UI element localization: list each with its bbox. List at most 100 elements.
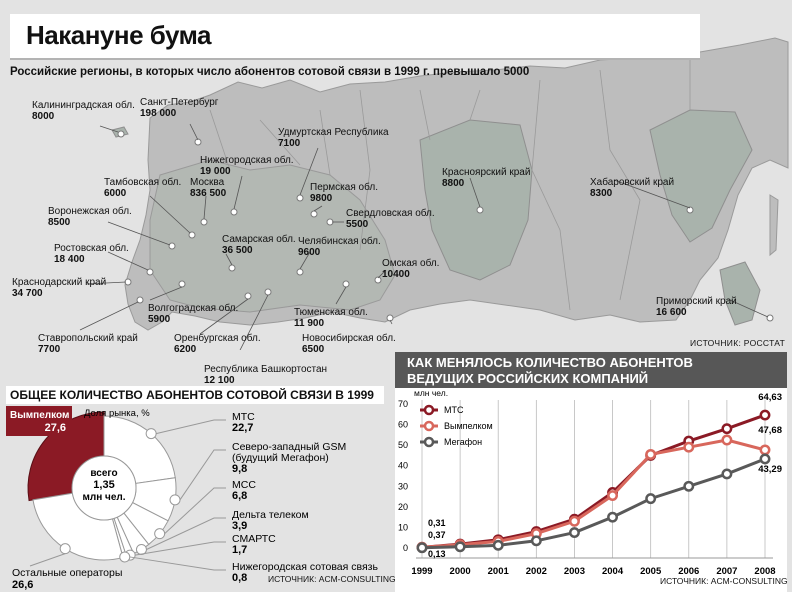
pie-slice-name: Вымпелком	[10, 410, 69, 421]
map-region-west	[149, 159, 396, 313]
series-point	[607, 511, 619, 523]
x-tick-label: 2005	[640, 566, 662, 577]
pie-slice-name: Дельта телеком	[232, 509, 309, 521]
series-point	[759, 444, 771, 456]
map-region-krasnoyarsk	[419, 119, 533, 281]
y-tick-label: 20	[398, 502, 408, 512]
region-label: Калининградская обл. 8000	[32, 100, 135, 122]
series-point	[721, 468, 733, 480]
marker-moscow	[200, 218, 208, 226]
region-label: Санкт-Петербург 198 000	[140, 97, 219, 119]
pie-slice-value: 9,8	[232, 463, 247, 475]
y-tick-label: 70	[398, 399, 408, 409]
series-point	[683, 480, 695, 492]
marker-spb	[194, 138, 202, 146]
region-label: Челябинская обл. 9600	[298, 236, 381, 258]
pie-leader-line	[29, 553, 66, 567]
pie-share-label: Доля рынка, %	[84, 408, 150, 419]
marker-rostov	[146, 268, 154, 276]
region-label: Красноярский край 8800	[442, 167, 531, 189]
series-point	[759, 453, 771, 465]
pie-center	[71, 455, 137, 521]
legend-marker	[423, 420, 435, 432]
region-label: Воронежская обл. 8500	[48, 206, 132, 228]
line-title-line: КАК МЕНЯЛОСЬ КОЛИЧЕСТВО АБОНЕНТОВ	[407, 355, 693, 370]
pie-slice-value: 3,9	[232, 520, 247, 532]
marker-krasnoyarsk	[476, 206, 484, 214]
pie-label-dot	[169, 494, 181, 506]
region-label: Хабаровский край 8300	[590, 177, 675, 199]
series-point	[607, 490, 619, 501]
series-line	[421, 457, 766, 550]
pie-slice-name: Северо-западный GSM	[232, 441, 346, 453]
region-label: Москва 836 500	[190, 177, 227, 199]
x-tick-label: 2006	[678, 566, 699, 577]
pie-leader-line	[146, 517, 226, 550]
legend-marker	[423, 436, 435, 448]
vimpelcom-callout	[6, 406, 72, 436]
pie-title: ОБЩЕЕ КОЛИЧЕСТВО АБОНЕНТОВ СОТОВОЙ СВЯЗИ…	[6, 386, 384, 420]
pie-label-dot	[59, 543, 71, 555]
pie-center-label: 1,35	[93, 479, 114, 491]
series-point	[645, 493, 657, 505]
pie-center-label: всего	[90, 468, 117, 479]
pie-leader-line	[135, 541, 226, 556]
pie-slice-value: 1,7	[232, 544, 247, 556]
y-unit-label: млн чел.	[414, 388, 448, 398]
marker-tambov	[188, 231, 196, 239]
region-label: Оренбургская обл. 6200	[174, 333, 261, 355]
data-label: 0,37	[428, 530, 446, 540]
x-tick-label: 2001	[488, 566, 510, 577]
marker-voronezh	[168, 242, 176, 250]
pie-label-dot	[154, 528, 166, 540]
title-box: Накануне бума	[10, 14, 700, 60]
pie-source: ИСТОЧНИК: ACM-CONSULTING	[268, 574, 396, 584]
pie-label-dot	[119, 551, 131, 563]
pie-slice-value: 27,6	[45, 422, 66, 434]
map-borders	[209, 60, 691, 311]
series-line	[421, 438, 766, 549]
line-title-line: ВЕДУЩИХ РОССИЙСКИХ КОМПАНИЙ	[407, 371, 649, 386]
pie-leader-line	[156, 419, 226, 435]
data-label: 43,29	[758, 464, 782, 475]
region-label: Пермская обл. 9800	[310, 182, 378, 204]
pie-label-dot	[145, 428, 157, 440]
region-label: Свердловская обл. 5500	[346, 208, 435, 230]
region-label: Омская обл. 10400	[382, 258, 440, 280]
series-point	[721, 423, 733, 435]
marker-omsk	[374, 276, 382, 284]
data-label: 64,63	[758, 392, 782, 403]
x-tick-label: 2003	[564, 566, 585, 577]
series-point	[683, 441, 695, 453]
series-point	[530, 535, 542, 547]
series-point	[759, 409, 771, 421]
pie-leader-line	[164, 487, 226, 535]
y-tick-label: 10	[398, 522, 408, 532]
data-label: 47,68	[758, 425, 782, 436]
region-label: Самарская обл. 36 500	[222, 234, 296, 256]
pie-slice-value: 26,6	[12, 579, 33, 591]
pie-slice-value: 6,8	[232, 490, 247, 502]
pie-slice-name: (будущий Мегафон)	[232, 452, 329, 464]
map-sakhalin	[769, 194, 779, 257]
marker-volgograd	[178, 280, 186, 288]
data-label: 0,31	[428, 518, 446, 528]
series-point	[454, 541, 466, 553]
x-tick-label: 2004	[602, 566, 624, 577]
legend-label: МТС	[444, 405, 464, 415]
marker-orenburg	[244, 292, 252, 300]
page-title: Накануне бума	[26, 20, 211, 50]
russia-map	[79, 37, 789, 350]
pie-slice-name: Нижегородская сотовая связь	[232, 561, 378, 573]
marker-novosibirsk	[386, 314, 394, 322]
y-tick-label: 40	[398, 461, 408, 471]
marker-perm	[310, 210, 318, 218]
series-point	[416, 542, 428, 554]
marker-khabarovsk	[686, 206, 694, 214]
marker-bashkortostan	[264, 288, 272, 296]
region-label: Новосибирская обл. 6500	[302, 333, 396, 355]
map-leader-lines	[79, 123, 769, 350]
region-label: Нижегородская обл. 19 000	[200, 155, 294, 177]
pie-leader-line	[179, 449, 226, 501]
